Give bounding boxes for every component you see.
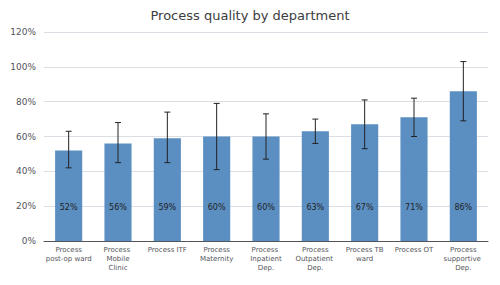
svg-text:Dep.: Dep.: [307, 264, 323, 272]
svg-text:Process: Process: [252, 246, 281, 254]
svg-text:60%: 60%: [257, 203, 275, 212]
svg-text:0%: 0%: [22, 236, 37, 246]
svg-text:67%: 67%: [356, 203, 374, 212]
svg-text:Process OT: Process OT: [395, 246, 434, 254]
svg-text:Outpatient: Outpatient: [295, 255, 335, 263]
svg-text:56%: 56%: [109, 203, 127, 212]
svg-text:86%: 86%: [454, 203, 472, 212]
svg-text:supportive: supportive: [444, 255, 484, 263]
svg-text:59%: 59%: [158, 203, 176, 212]
svg-text:71%: 71%: [405, 203, 423, 212]
svg-text:Process: Process: [450, 246, 477, 254]
svg-text:Clinic: Clinic: [108, 264, 127, 272]
svg-text:80%: 80%: [16, 97, 36, 107]
svg-text:Maternity: Maternity: [200, 255, 233, 263]
svg-text:Dep.: Dep.: [258, 264, 274, 272]
svg-text:Dep.: Dep.: [455, 264, 471, 272]
svg-text:63%: 63%: [306, 203, 324, 212]
svg-text:Process: Process: [203, 246, 230, 254]
svg-text:Inpatient: Inpatient: [250, 255, 282, 263]
svg-text:Process: Process: [104, 246, 133, 254]
svg-text:Process: Process: [302, 246, 329, 254]
svg-text:100%: 100%: [10, 62, 36, 72]
svg-text:Process ITF: Process ITF: [148, 246, 187, 254]
svg-text:40%: 40%: [16, 166, 36, 176]
svg-text:Process quality by department: Process quality by department: [150, 8, 349, 23]
svg-text:120%: 120%: [10, 27, 36, 37]
svg-text:Process: Process: [55, 246, 82, 254]
svg-text:post-op ward: post-op ward: [46, 255, 92, 263]
svg-text:52%: 52%: [60, 203, 78, 212]
svg-text:60%: 60%: [16, 132, 36, 142]
svg-text:ward: ward: [356, 255, 373, 263]
svg-text:Mobile: Mobile: [107, 255, 130, 263]
svg-text:20%: 20%: [16, 201, 36, 211]
svg-text:Process TB: Process TB: [346, 246, 384, 254]
svg-text:60%: 60%: [208, 203, 226, 212]
